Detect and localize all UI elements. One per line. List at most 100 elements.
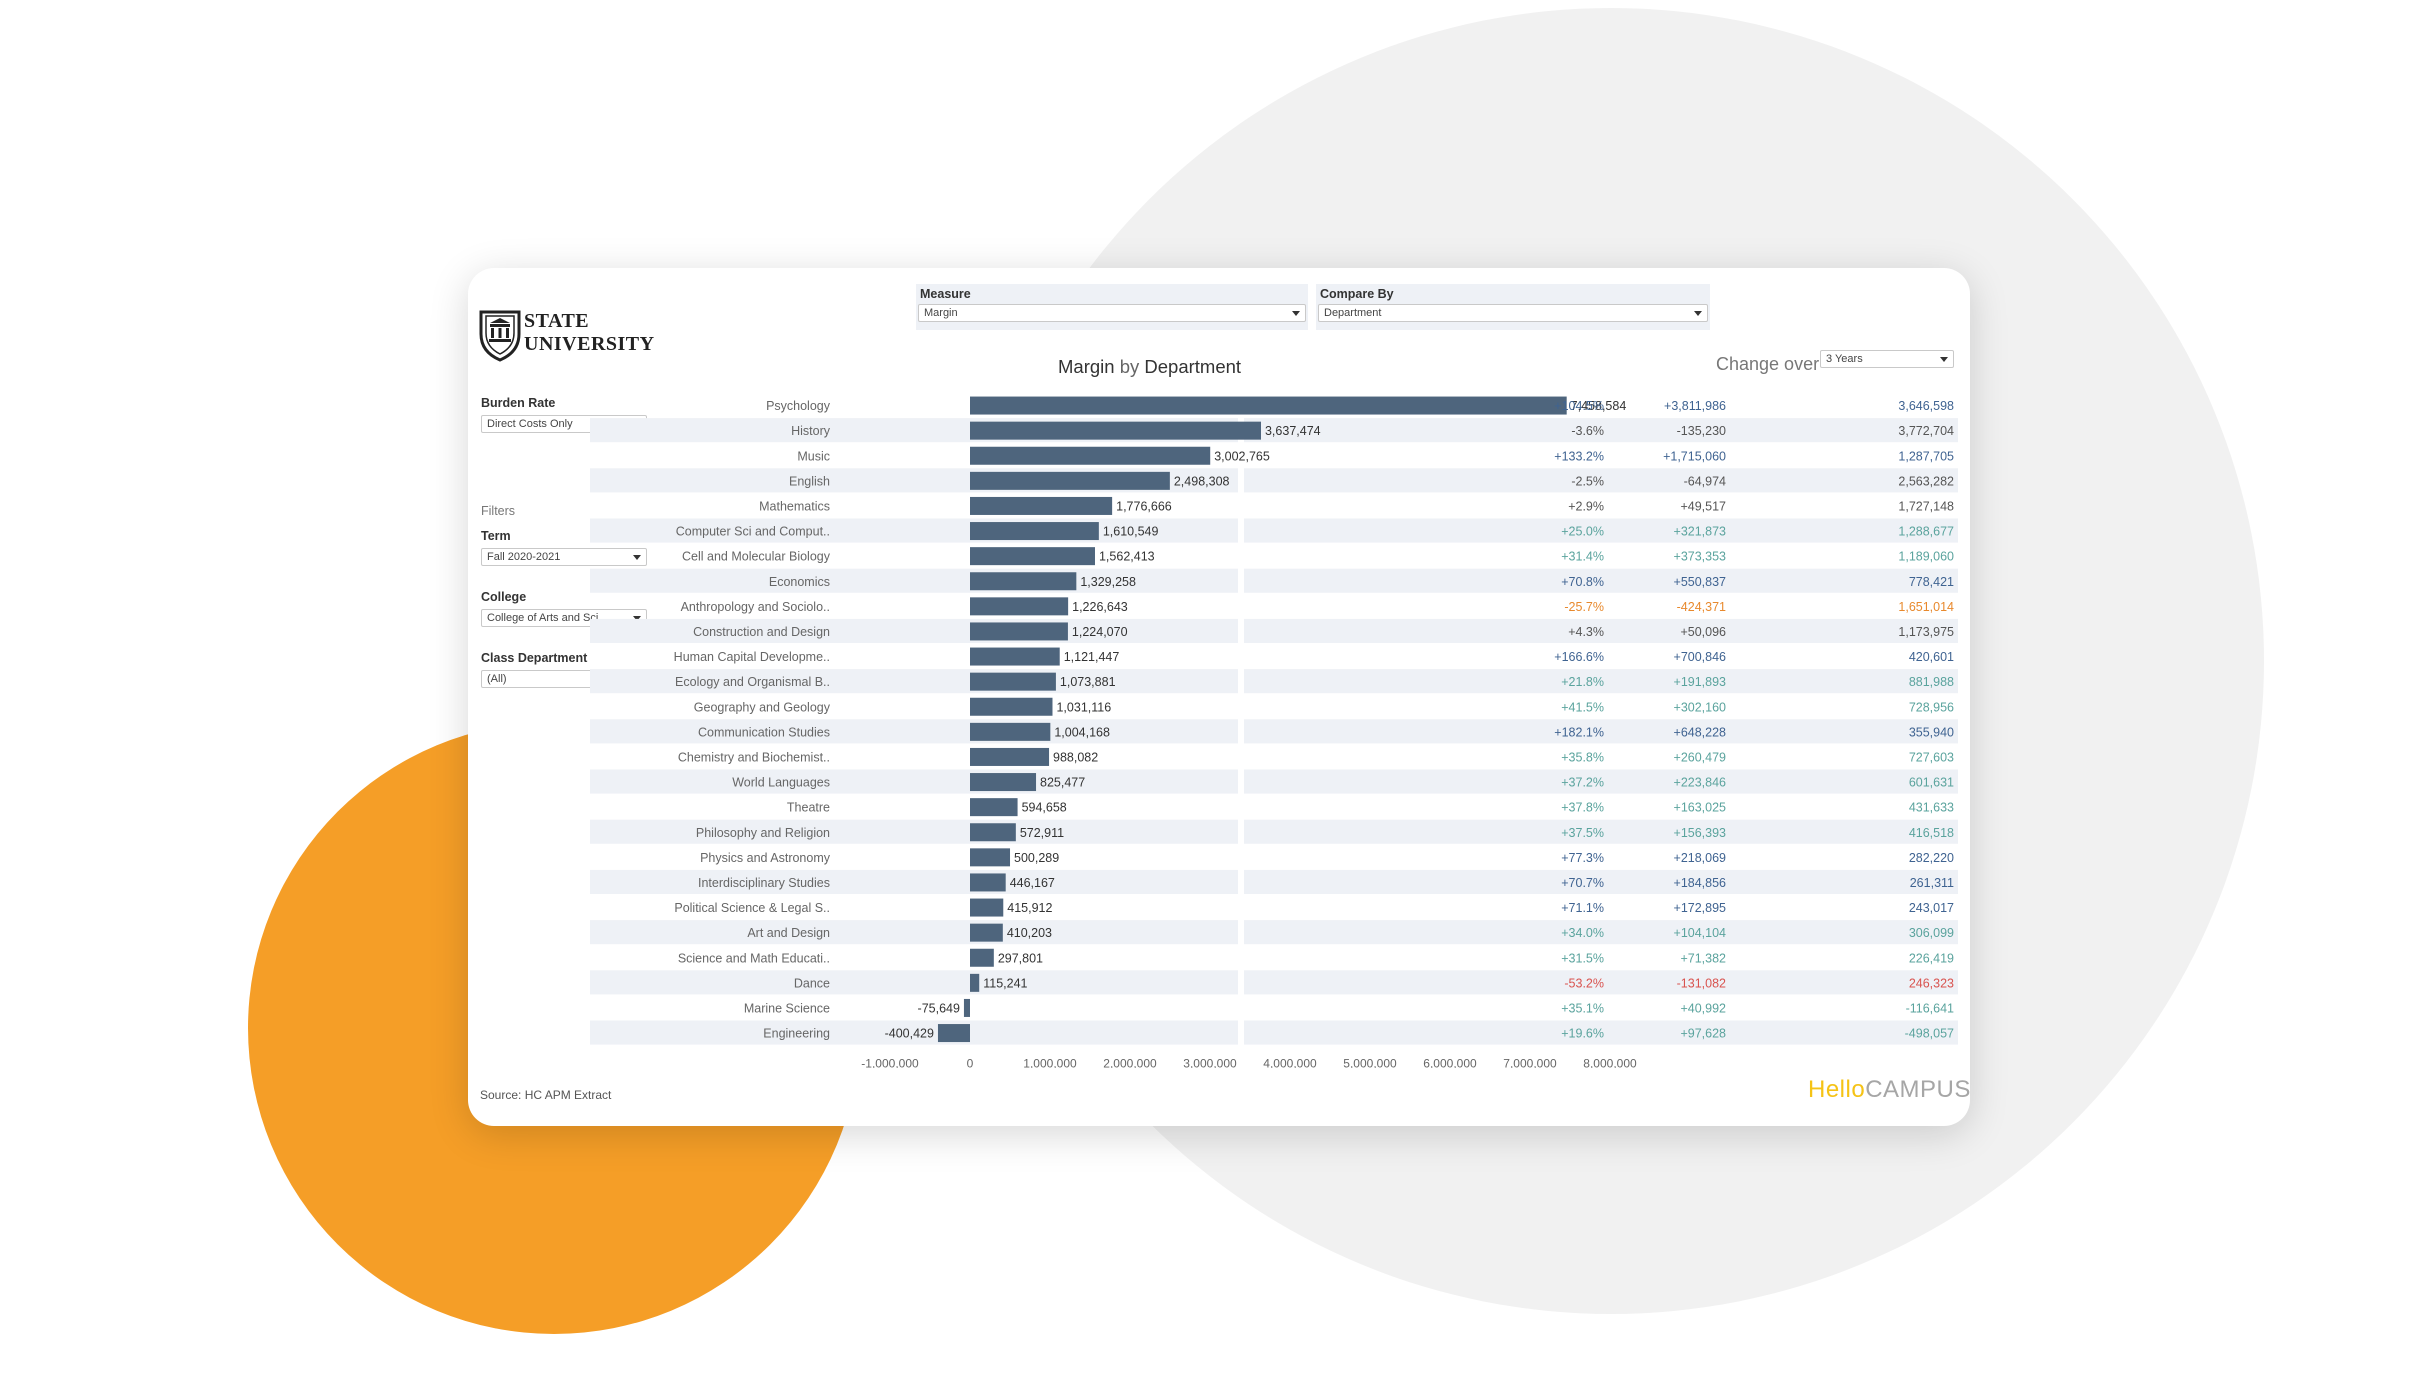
x-tick-label: 3,000,000 [1183,1057,1237,1068]
logo-line-2: UNIVERSITY [524,333,655,355]
row-band [590,970,1238,995]
row-band [590,719,1238,744]
change-row-band [1244,468,1958,493]
prior-value: 416,518 [1909,826,1954,840]
change-absolute: +321,873 [1674,525,1727,539]
college-value: College of Arts and Sci... [487,612,608,624]
change-absolute: +700,846 [1674,650,1727,664]
category-label: Science and Math Educati.. [678,951,830,965]
change-percent: +34.0% [1561,926,1604,940]
bar-value-label: 1,610,549 [1103,525,1159,539]
change-percent: +166.6% [1554,650,1604,664]
bar [970,823,1016,842]
chevron-down-icon [1940,357,1948,362]
change-absolute: +97,628 [1680,1027,1726,1041]
bar [970,647,1060,666]
bar-value-label: 1,073,881 [1060,675,1116,689]
burden-rate-label: Burden Rate [481,396,556,410]
bar-value-label: 572,911 [1020,826,1064,840]
category-label: Geography and Geology [694,700,831,714]
bar [970,597,1069,616]
bar [970,547,1095,566]
change-absolute: +3,811,986 [1664,399,1726,413]
category-label: Art and Design [747,926,830,940]
category-label: Chemistry and Biochemist.. [678,750,830,764]
bar [970,722,1051,741]
bar [970,471,1170,490]
change-row-band [1244,920,1958,945]
source-note: Source: HC APM Extract [480,1088,612,1102]
change-percent: +31.5% [1561,951,1604,965]
brand-hello: Hello [1808,1076,1866,1103]
prior-value: -498,057 [1905,1027,1954,1041]
category-label: Computer Sci and Comput.. [676,525,830,539]
prior-value: 1,727,148 [1898,499,1954,513]
change-absolute: -131,082 [1677,976,1726,990]
row-band [590,518,1238,543]
dashboard-card: STATE UNIVERSITY Measure Margin Compare … [468,268,1970,1126]
chart-title-measure: Margin [1058,356,1115,377]
change-percent: +133.2% [1554,449,1604,463]
change-percent: +21.8% [1561,675,1604,689]
prior-value: 3,646,598 [1898,399,1954,413]
category-label: Interdisciplinary Studies [698,876,830,890]
change-absolute: +50,096 [1680,625,1726,639]
change-percent: +2.9% [1568,499,1604,513]
bar [970,747,1050,766]
prior-value: 728,956 [1909,700,1954,714]
college-label: College [481,590,527,604]
prior-value: 778,421 [1909,575,1954,589]
change-percent: +37.8% [1561,801,1604,815]
chart-title-dimension: Department [1144,356,1242,377]
bar-value-label: 825,477 [1040,776,1085,790]
bar-value-label: 1,121,447 [1064,650,1120,664]
change-absolute: +163,025 [1674,801,1727,815]
term-label: Term [481,529,511,543]
change-absolute: +260,479 [1674,750,1727,764]
change-absolute: +49,517 [1680,499,1726,513]
term-value: Fall 2020-2021 [487,551,561,563]
category-label: Political Science & Legal S.. [674,901,830,915]
prior-value: 1,288,677 [1898,525,1954,539]
bar-value-label: 500,289 [1014,851,1059,865]
change-percent: +25.0% [1561,525,1604,539]
bar [970,572,1077,591]
bar-value-label: 1,562,413 [1099,550,1155,564]
bar [970,798,1018,817]
change-percent: -25.7% [1564,600,1604,614]
change-percent: +77.3% [1561,851,1604,865]
change-absolute: +184,856 [1674,876,1727,890]
compare-by-value: Department [1324,307,1382,319]
category-label: Dance [794,976,830,990]
change-absolute: +223,846 [1674,776,1727,790]
change-percent: +71.1% [1561,901,1604,915]
term-dropdown[interactable]: Fall 2020-2021 [481,548,647,566]
x-tick-label: 5,000,000 [1343,1057,1397,1068]
chart-title: Margin by Department [1058,356,1458,378]
change-period-value: 3 Years [1826,353,1863,365]
row-band [590,568,1238,593]
x-tick-label: 7,000,000 [1503,1057,1557,1068]
category-label: Human Capital Developme.. [674,650,830,664]
measure-dropdown[interactable]: Margin [918,304,1306,322]
bar-value-label: -75,649 [918,1001,960,1015]
change-period-dropdown[interactable]: 3 Years [1820,350,1954,368]
bar-value-label: 1,776,666 [1116,499,1172,513]
class-department-value: (All) [487,673,507,685]
change-row-band [1244,518,1958,543]
compare-by-dropdown[interactable]: Department [1318,304,1708,322]
bar-value-label: 3,002,765 [1214,449,1270,463]
change-absolute: +648,228 [1674,725,1727,739]
bar [970,396,1567,415]
bar-value-label: 7,458,584 [1571,399,1627,413]
change-percent: +104.5% [1554,399,1604,413]
x-tick-label: 2,000,000 [1103,1057,1157,1068]
chevron-down-icon [633,555,641,560]
compare-by-parameter: Compare By Department [1316,284,1710,330]
prior-value: 1,287,705 [1898,449,1954,463]
change-percent: +37.5% [1561,826,1604,840]
bar-value-label: 410,203 [1007,926,1052,940]
chevron-down-icon [1694,311,1702,316]
bar [970,898,1004,917]
change-absolute: -135,230 [1677,424,1726,438]
